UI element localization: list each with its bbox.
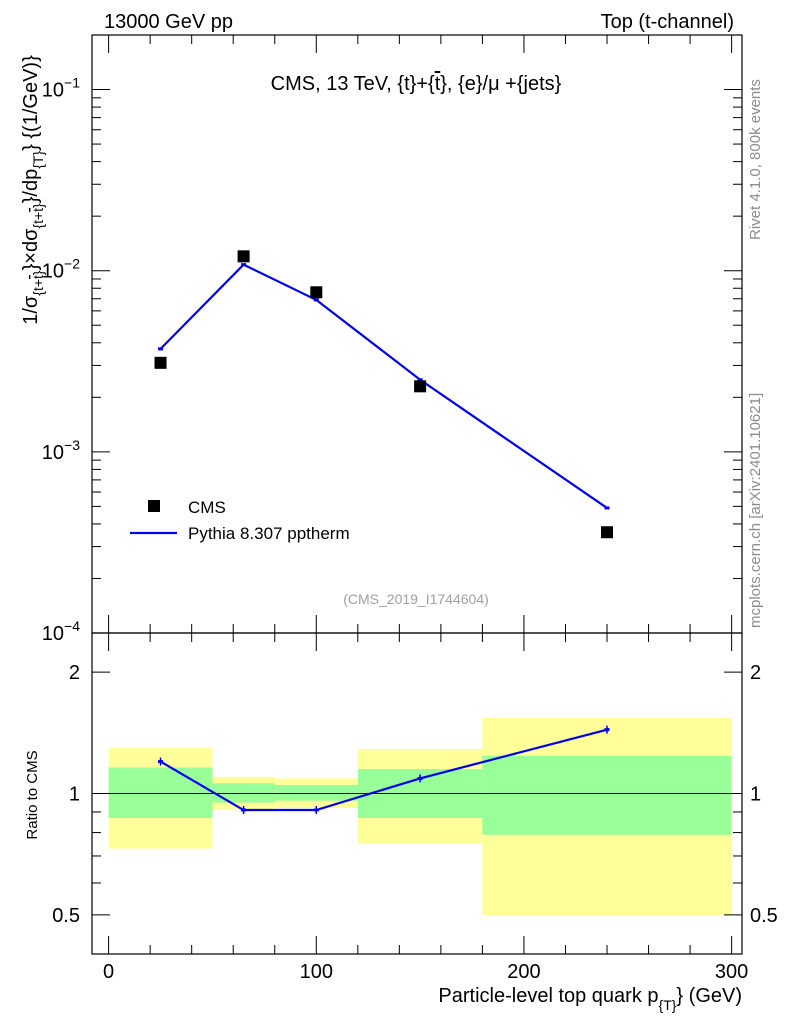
legend-cms-label: CMS — [188, 498, 226, 517]
header-right: Top (t-channel) — [601, 11, 734, 33]
pythia-point — [158, 347, 164, 351]
main-axis-ticks: 10−1 10−2 10−3 10−4 — [42, 34, 742, 645]
y-tick-label: 10−2 — [42, 256, 80, 283]
main-title: CMS, 13 TeV, {t}+{t}, {e}/μ +{jets} — [271, 73, 562, 95]
main-panel: 10−1 10−2 10−3 10−4 CMS, 13 TeV, {t}+{t}, {… — [20, 34, 743, 645]
header-left: 13000 GeV pp — [104, 11, 233, 33]
ratio-axis-ticks: 0.5 0.5 1 1 2 2 0 100 200 300 — [52, 633, 778, 983]
ratio-point — [241, 808, 247, 812]
y-tick-label: 10−4 — [42, 618, 80, 645]
pythia-point — [241, 263, 247, 267]
pythia-point — [417, 378, 423, 382]
ratio-y-tick-label-right: 1 — [750, 784, 761, 806]
cms-data-point — [237, 250, 250, 263]
main-frame — [91, 34, 743, 634]
cms-data-point — [601, 526, 614, 539]
ratio-plot-marks — [158, 725, 610, 815]
x-axis-label: Particle-level top quark p{T}} (GeV) — [438, 985, 742, 1013]
ratio-point — [313, 808, 319, 812]
legend-pythia-label: Pythia 8.307 pptherm — [188, 524, 350, 543]
ratio-band-inner — [212, 783, 275, 803]
ratio-y-tick-label-right: 0.5 — [750, 905, 778, 927]
pythia-line — [159, 263, 608, 509]
ratio-y-tick-label: 1 — [69, 784, 80, 806]
x-tick-label: 100 — [300, 961, 333, 983]
ratio-band-inner — [108, 767, 213, 818]
mcplots-label: mcplots.cern.ch [arXiv:2401.10621] — [747, 393, 764, 628]
cms-data-point — [414, 380, 427, 393]
cms-data-point — [310, 286, 323, 299]
watermark: (CMS_2019_I1744604) — [343, 591, 489, 607]
ratio-panel: 0.5 0.5 1 1 2 2 0 100 200 300 Ratio to CMS Partic… — [24, 632, 778, 1013]
ratio-y-tick-label-right: 2 — [750, 662, 761, 684]
y-tick-label: 10−3 — [42, 437, 80, 464]
main-plot-marks — [154, 250, 614, 539]
ratio-band-inner — [274, 784, 358, 801]
x-tick-label: 0 — [103, 961, 114, 983]
ratio-band-inner — [482, 755, 732, 835]
legend-cms-marker — [148, 500, 160, 512]
ratio-point — [604, 728, 610, 732]
x-tick-label: 200 — [507, 961, 540, 983]
ratio-ylabel: Ratio to CMS — [24, 750, 41, 839]
ratio-point — [417, 776, 423, 780]
cms-data-point — [154, 356, 167, 369]
ratio-y-tick-label: 0.5 — [52, 905, 80, 927]
pythia-point — [313, 298, 319, 302]
ratio-point — [158, 760, 164, 764]
y-tick-label: 10−1 — [42, 75, 80, 102]
pythia-point — [604, 506, 610, 510]
ratio-bands — [108, 717, 732, 915]
main-ylabel: 1/σ{t+t}}×dσ{t+t}}/dp{T}} {(1/GeV)} — [20, 55, 46, 325]
legend: CMS Pythia 8.307 pptherm — [130, 498, 350, 543]
rivet-label: Rivet 4.1.0, 800k events — [747, 79, 764, 240]
ratio-y-tick-label: 2 — [69, 662, 80, 684]
x-tick-label: 300 — [715, 961, 748, 983]
